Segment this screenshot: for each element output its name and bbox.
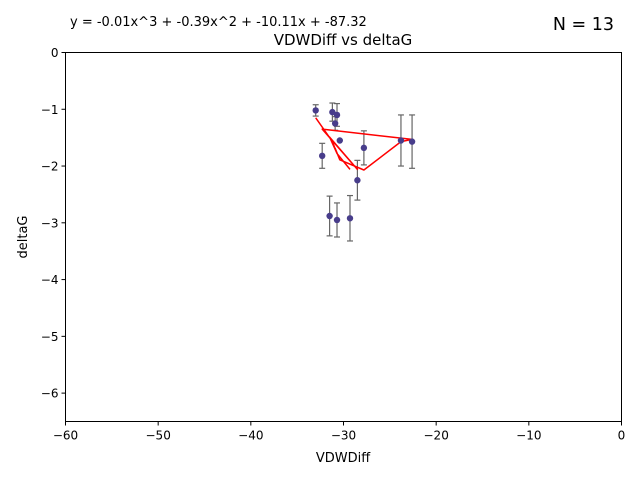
data-point: [337, 137, 343, 143]
x-tick-label: 0: [618, 429, 626, 443]
x-tick-label: −10: [516, 429, 541, 443]
x-tick-label: −50: [146, 429, 171, 443]
data-point: [326, 213, 332, 219]
y-tick-label: −2: [41, 160, 59, 174]
x-tick-label: −30: [331, 429, 356, 443]
count-label: N = 13: [553, 15, 614, 35]
data-point: [409, 138, 415, 144]
x-tick-label: −60: [53, 429, 78, 443]
data-point: [398, 137, 404, 143]
data-point: [332, 120, 338, 126]
fit-equation: y = -0.01x^3 + -0.39x^2 + -10.11x + -87.…: [70, 15, 367, 30]
data-point: [334, 217, 340, 223]
chart-title: VDWDiff vs deltaG: [274, 31, 413, 49]
y-axis-label: deltaG: [16, 216, 31, 259]
data-point: [313, 107, 319, 113]
y-tick-label: −5: [41, 330, 59, 344]
y-tick-label: −1: [41, 103, 59, 117]
data-point: [334, 112, 340, 118]
x-tick-label: −40: [238, 429, 263, 443]
y-tick-label: −3: [41, 216, 59, 230]
y-tick-label: 0: [51, 46, 59, 60]
data-point: [319, 153, 325, 159]
y-tick-label: −4: [41, 273, 59, 287]
x-tick-label: −20: [424, 429, 449, 443]
y-tick-label: −6: [41, 387, 59, 401]
data-point: [361, 145, 367, 151]
data-point: [354, 177, 360, 183]
data-point: [347, 215, 353, 221]
x-axis-label: VDWDiff: [316, 451, 371, 466]
